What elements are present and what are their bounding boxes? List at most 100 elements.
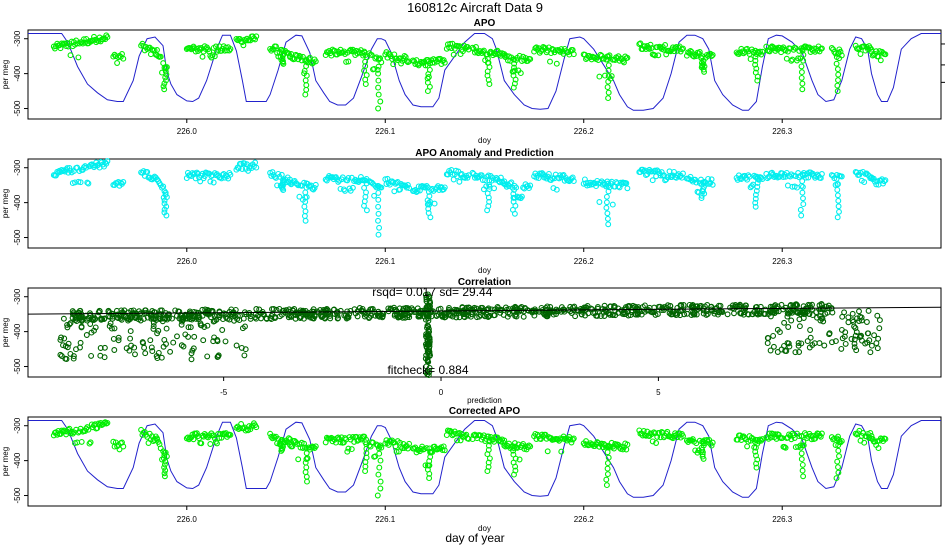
x-tick-label: -5 (220, 388, 228, 397)
anomaly-point (423, 183, 430, 189)
anomaly-point (754, 183, 761, 190)
correlation-point (807, 327, 814, 333)
corrected-apo-point (85, 426, 92, 433)
correlation-point (757, 303, 764, 310)
apo-point (789, 56, 796, 63)
corrected-apo-point (799, 461, 806, 468)
apo-point (441, 59, 448, 66)
correlation-point (148, 314, 155, 320)
apo-point (114, 60, 121, 66)
correlation-point (163, 325, 170, 332)
apo-point (783, 55, 790, 62)
correlation-point (696, 304, 703, 311)
correlation-point (131, 344, 138, 351)
anomaly-point (624, 185, 631, 192)
figure-title: 160812c Aircraft Data 9 (407, 0, 543, 15)
x-axis-label: doy (478, 524, 491, 533)
anomaly-point (753, 187, 760, 194)
correlation-point (767, 313, 774, 320)
apo-point (671, 48, 677, 55)
correlation-point (829, 339, 835, 346)
apo-point (161, 80, 168, 87)
anomaly-point (657, 172, 664, 179)
x-tick-label: 226.3 (772, 257, 793, 266)
x-tick-label: 226.2 (574, 257, 595, 266)
anomaly-point (425, 205, 432, 212)
correlation-point (60, 315, 67, 322)
anomaly-point (85, 180, 92, 187)
anomaly-point (693, 179, 700, 186)
anomaly-point (570, 178, 577, 185)
anomaly-point (553, 186, 560, 193)
apo-point (511, 67, 518, 74)
correlation-point (793, 301, 800, 308)
y-tick-label: -300 (13, 417, 22, 434)
correlation-point (88, 329, 95, 336)
correlation-point (233, 342, 240, 349)
corrected-apo-point (377, 457, 384, 464)
apo-point (799, 86, 806, 93)
apo-point (343, 58, 350, 65)
correlation-point (272, 315, 278, 322)
correlation-point (874, 312, 881, 319)
correlation-point (848, 336, 855, 342)
plot-frame (27, 29, 942, 120)
correlation-point (691, 311, 698, 318)
anomaly-point (416, 187, 423, 194)
anomaly-point (279, 181, 286, 188)
correlation-point (117, 312, 124, 319)
anomaly-point (491, 185, 498, 192)
apo-point (297, 54, 304, 61)
apo-point (484, 68, 491, 75)
anomaly-point (800, 201, 807, 208)
correlation-point (242, 346, 249, 353)
y-tick-label: -300 (13, 159, 22, 176)
apo-point (547, 58, 553, 65)
apo-point (312, 58, 319, 65)
apo-point (606, 52, 613, 59)
correlation-point (89, 316, 96, 323)
correlation-point (304, 313, 311, 320)
anomaly-point (161, 188, 168, 195)
correlation-point (425, 315, 432, 322)
correlation-point (798, 340, 805, 347)
apo-point (233, 36, 240, 42)
correlation-point (72, 315, 79, 321)
correlation-point (127, 328, 134, 335)
anomaly-point (754, 179, 761, 186)
anomaly-point (375, 189, 382, 196)
anomaly-point (605, 182, 612, 189)
correlation-point (263, 315, 270, 322)
correlation-point (150, 323, 157, 330)
apo-point (747, 56, 754, 63)
correlation-point (785, 340, 792, 347)
apo-point (511, 60, 518, 67)
correlation-point (197, 320, 204, 327)
correlation-point (774, 326, 781, 333)
anomaly-point (834, 186, 841, 193)
correlation-point (520, 313, 527, 320)
correlation-point (241, 352, 248, 359)
figure-xlabel: day of year (445, 531, 505, 545)
correlation-point (215, 353, 222, 360)
correlation-point (485, 313, 492, 320)
anomaly-point (302, 217, 309, 224)
corrected-apo-point (798, 450, 805, 457)
correlation-point (578, 311, 585, 318)
correlation-point (406, 310, 413, 316)
correlation-point (148, 344, 155, 351)
corrected-apo-point (160, 455, 167, 462)
correlation-point (619, 310, 626, 317)
correlation-point (242, 323, 248, 330)
correlation-point (174, 333, 180, 340)
anomaly-point (698, 192, 705, 199)
correlation-point (178, 321, 185, 328)
correlation-point (638, 311, 645, 318)
correlation-point (200, 337, 207, 344)
anomaly-point (218, 175, 225, 182)
apo-point (375, 70, 382, 77)
apo-point (877, 57, 884, 64)
apo-point (608, 73, 615, 80)
apo-point (834, 82, 841, 89)
